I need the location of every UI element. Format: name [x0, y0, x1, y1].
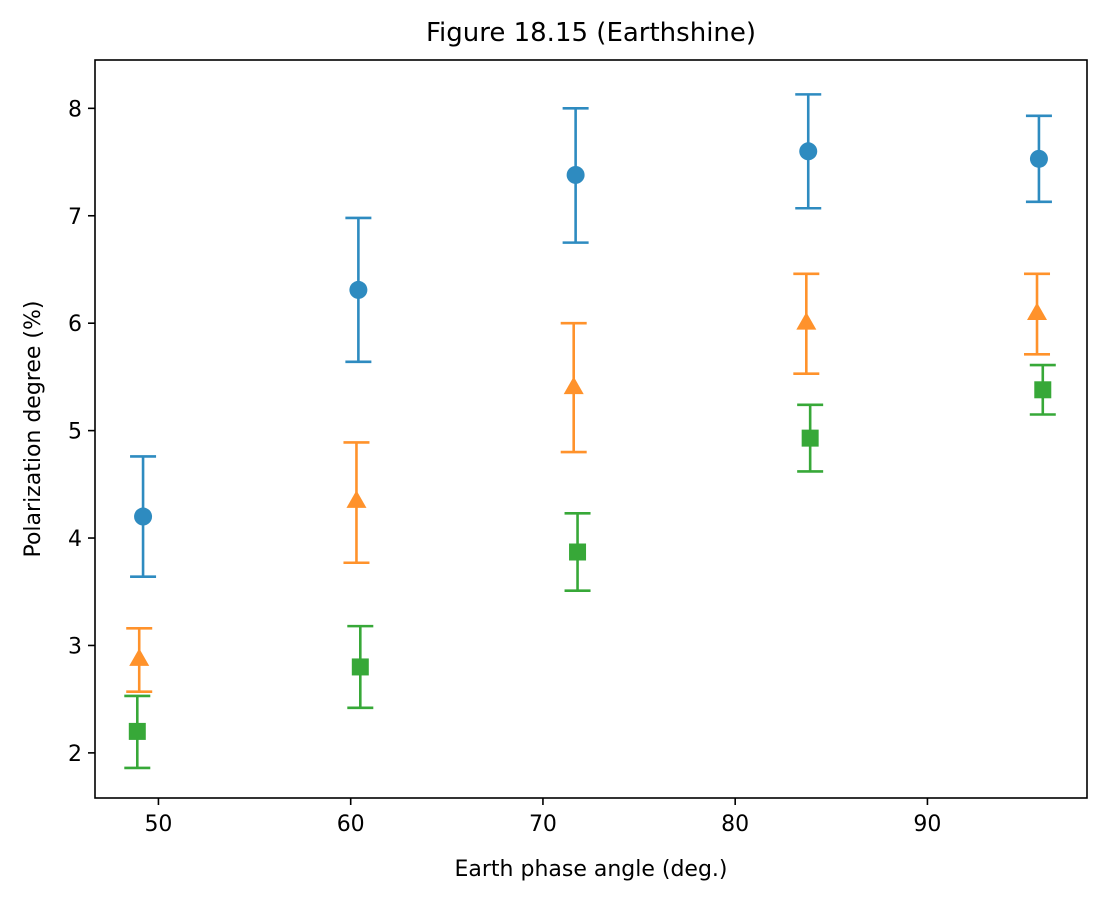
x-tick-label: 80: [721, 812, 749, 837]
chart-title: Figure 18.15 (Earthshine): [426, 18, 756, 48]
plot-frame: [94, 59, 1088, 799]
y-tick-label: 7: [68, 205, 82, 230]
x-tick-label: 70: [529, 812, 557, 837]
data-point-square: [801, 429, 819, 447]
series-circle: [130, 93, 1052, 579]
data-point-square: [1034, 381, 1052, 399]
data-point-circle: [566, 165, 585, 184]
series-triangle: [126, 272, 1051, 693]
x-axis-label: Earth phase angle (deg.): [454, 857, 727, 882]
y-axis-ticks: 2 3 4 5 6 7 8: [68, 97, 95, 767]
y-tick-label: 2: [68, 742, 82, 767]
x-tick-label: 90: [913, 812, 941, 837]
data-point-circle: [799, 142, 818, 161]
x-tick-label: 60: [337, 812, 365, 837]
y-tick-label: 6: [68, 312, 82, 337]
y-axis-label: Polarization degree (%): [21, 300, 46, 557]
data-point-triangle: [563, 376, 584, 395]
y-tick-label: 5: [68, 420, 82, 445]
data-point-square: [351, 658, 369, 676]
x-axis-ticks: 50 60 70 80 90: [144, 798, 941, 837]
y-tick-label: 4: [68, 527, 82, 552]
y-tick-label: 3: [68, 634, 82, 659]
data-point-circle: [134, 507, 153, 526]
y-tick-label: 8: [68, 97, 82, 122]
data-point-triangle: [796, 312, 817, 330]
data-point-square: [569, 543, 587, 561]
data-point-square: [128, 722, 146, 740]
series-square: [124, 363, 1056, 770]
data-point-circle: [349, 280, 368, 299]
data-point-circle: [1029, 149, 1048, 168]
data-point-triangle: [129, 648, 150, 666]
data-point-triangle: [1027, 302, 1048, 320]
data-point-triangle: [346, 490, 367, 508]
x-tick-label: 50: [144, 812, 172, 837]
plot-marks: [124, 93, 1056, 770]
